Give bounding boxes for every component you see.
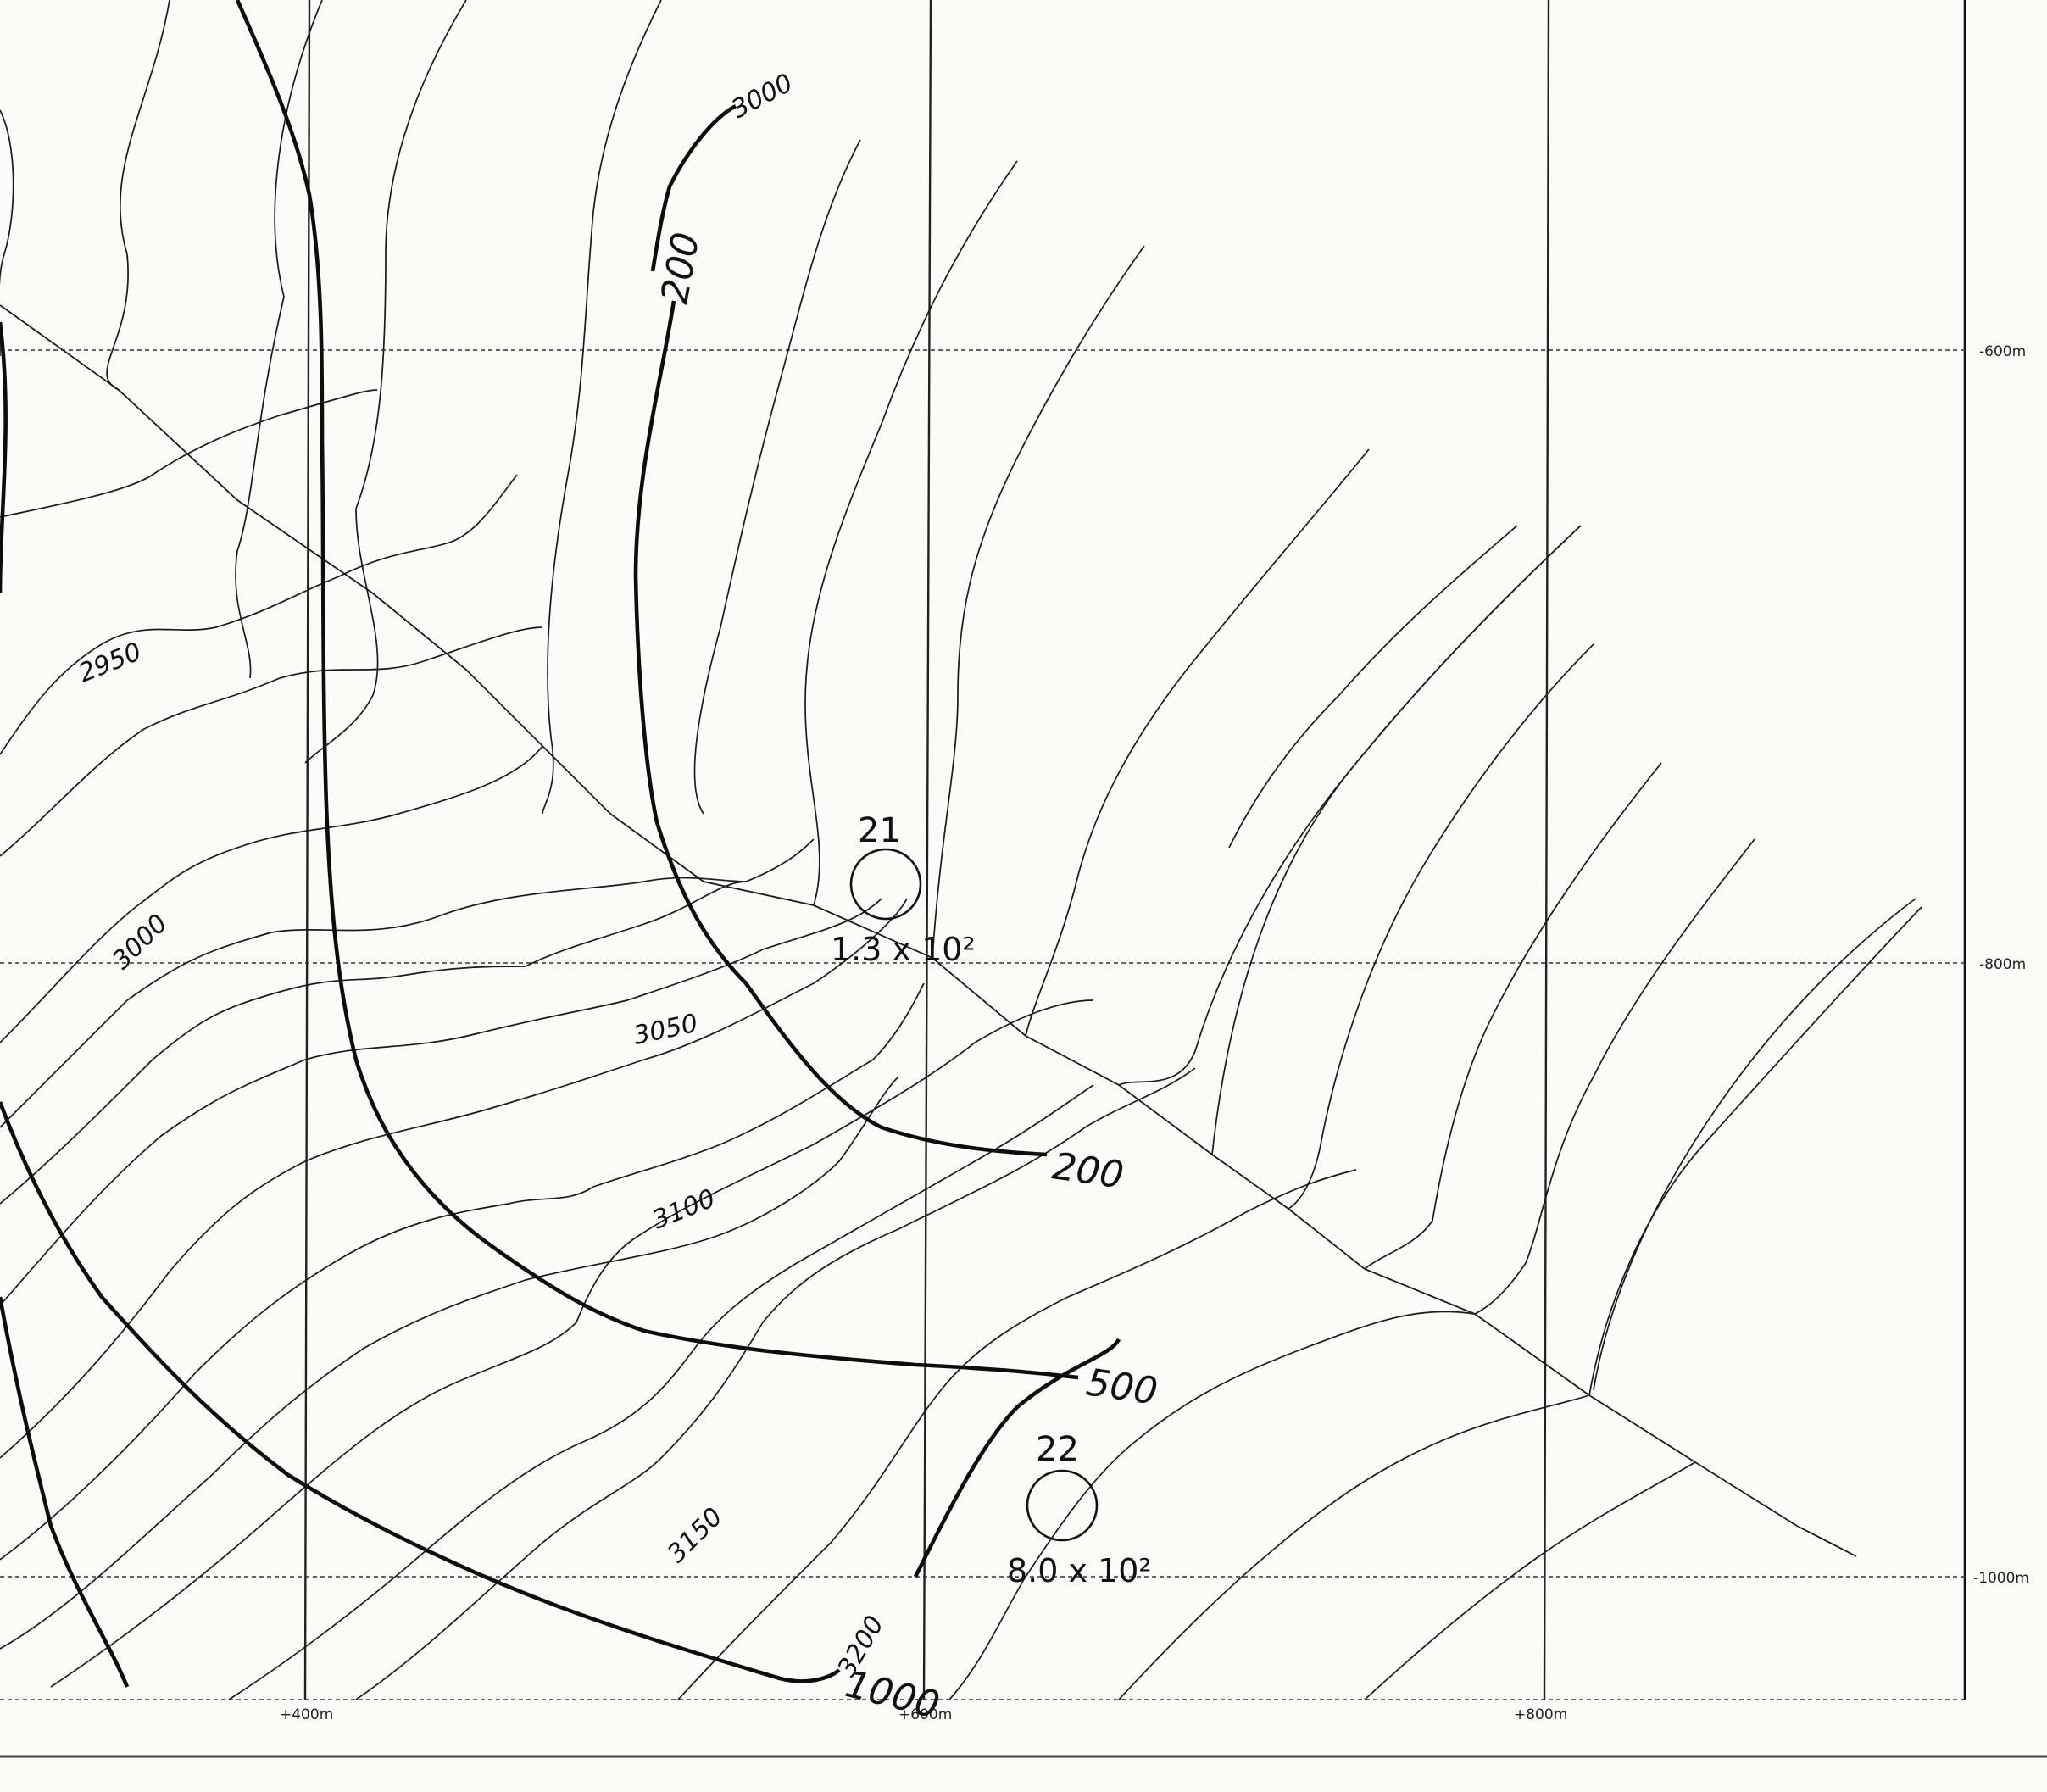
grid-line-x-400 <box>303 0 311 1700</box>
elevation-contour <box>50 999 1094 1688</box>
contour-label: 3150 <box>662 1502 729 1569</box>
isoline-left-edge <box>0 321 8 594</box>
station-number: 22 <box>1036 1430 1079 1469</box>
elevation-contour <box>948 1311 1476 1700</box>
isoline-label: 500 <box>1083 1361 1160 1413</box>
grid-line-x-800 <box>1543 0 1550 1700</box>
elevation-contour <box>0 982 925 1561</box>
elevation-contour <box>235 0 323 679</box>
elevation-contour <box>0 474 518 755</box>
elevation-contour <box>0 745 543 1043</box>
elevation-contour <box>1211 525 1582 1155</box>
contour-label: 3000 <box>107 909 174 976</box>
elevation-contour <box>1364 762 1662 1270</box>
elevation-contour <box>804 160 1018 906</box>
elevation-contour <box>0 838 815 1128</box>
elevation-contour <box>0 1076 899 1650</box>
station-value: 1.3 x 10² <box>831 931 976 968</box>
isoline-200-upper <box>633 300 1048 1157</box>
contour-label: 3000 <box>726 68 798 125</box>
contour-label: 2950 <box>75 637 146 688</box>
elevation-contour <box>1118 1394 1590 1700</box>
isoline-label: 1000 <box>841 1662 943 1728</box>
x-tick-label: +600m <box>898 1706 952 1723</box>
elevation-contour <box>1364 1461 1696 1700</box>
elevation-contour <box>1588 906 1922 1396</box>
elevation-contour <box>693 139 861 815</box>
elevation-contour <box>1118 525 1582 1086</box>
profile-line <box>0 304 1857 1557</box>
grid-tick-labels: +400m +600m +800m -600m -800m -1000m <box>280 343 2029 1723</box>
isoline-label: 200 <box>654 229 709 307</box>
station-21: 21 1.3 x 10² <box>831 811 976 968</box>
station-marker <box>849 848 922 921</box>
isoline-lower-arc <box>913 1338 1121 1578</box>
station-marker <box>1026 1469 1099 1542</box>
station-22: 22 8.0 x 10² <box>1007 1430 1152 1589</box>
elevation-contour <box>0 881 747 1205</box>
isoline-1000 <box>0 1101 841 1683</box>
elevation-contour <box>355 1067 1196 1700</box>
station-number: 21 <box>858 811 901 850</box>
station-value: 8.0 x 10² <box>1007 1552 1152 1589</box>
isoline-left-lower <box>0 1296 130 1688</box>
elevation-contour <box>304 0 467 764</box>
elevation-contour <box>1025 448 1370 1037</box>
grid-line-x-600 <box>922 0 932 1700</box>
elevation-contour <box>1228 525 1518 849</box>
elevation-contour-labels: 3000 2950 3000 3050 3100 3150 3200 <box>75 68 890 1682</box>
elevation-contour <box>0 626 543 857</box>
y-tick-label: -800m <box>1979 956 2026 973</box>
elevation-contour <box>0 898 908 1459</box>
elevation-contours <box>0 0 1922 1700</box>
elevation-contour <box>542 0 662 815</box>
elevation-contour <box>228 1084 1094 1700</box>
x-tick-label: +800m <box>1514 1706 1567 1723</box>
elevation-contour <box>0 109 14 356</box>
elevation-contour <box>932 245 1145 959</box>
elevation-contour <box>1593 898 1916 1391</box>
isoline-3000-upper <box>650 103 737 272</box>
x-tick-label: +400m <box>280 1706 333 1723</box>
elevation-contour <box>0 898 882 1306</box>
isoline-labels: 200 200 500 1000 <box>654 229 1160 1727</box>
contour-label: 3100 <box>648 1183 720 1235</box>
contour-label: 3050 <box>631 1009 700 1051</box>
elevation-contour <box>1288 643 1594 1210</box>
isoline-500 <box>235 0 1079 1380</box>
elevation-contour <box>0 389 378 518</box>
elevation-contour <box>1474 838 1755 1315</box>
y-tick-label: -600m <box>1979 343 2026 360</box>
elevation-contour <box>677 1169 1357 1700</box>
isoline-label: 200 <box>1049 1144 1126 1197</box>
y-tick-label: -1000m <box>1973 1570 2029 1587</box>
isolines <box>0 0 1121 1688</box>
elevation-contour <box>106 0 170 391</box>
